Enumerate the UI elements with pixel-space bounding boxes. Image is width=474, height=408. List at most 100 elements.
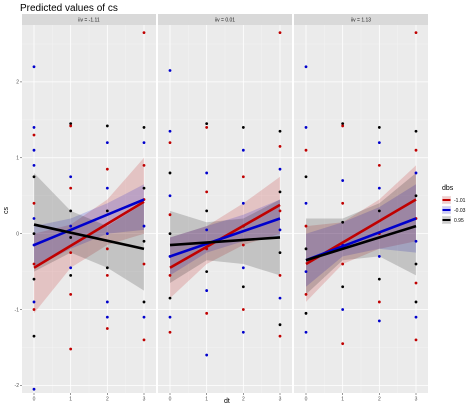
data-point xyxy=(341,201,345,205)
data-point xyxy=(304,65,308,69)
data-point xyxy=(32,175,36,179)
data-point xyxy=(105,209,109,213)
data-point xyxy=(142,141,146,145)
data-point xyxy=(414,239,418,243)
data-point xyxy=(32,308,36,311)
data-point xyxy=(105,273,109,277)
data-point xyxy=(414,129,418,133)
x-tick-label: 2 xyxy=(106,397,109,403)
data-point xyxy=(414,281,418,285)
series-line xyxy=(33,223,145,251)
data-point xyxy=(32,201,36,205)
data-point xyxy=(341,122,345,126)
data-point xyxy=(105,327,109,330)
x-tick-label: 0 xyxy=(33,397,36,403)
data-point xyxy=(69,175,73,179)
data-point xyxy=(69,124,73,128)
data-point xyxy=(168,171,172,175)
data-point xyxy=(278,190,282,194)
data-point xyxy=(304,224,308,228)
data-point xyxy=(241,126,245,129)
y-axis-title: cs xyxy=(3,207,10,215)
data-point xyxy=(304,311,308,315)
series-line xyxy=(33,198,145,247)
series-line xyxy=(169,236,281,247)
data-point xyxy=(205,353,209,357)
data-point xyxy=(241,175,245,179)
confidence-band xyxy=(306,173,416,295)
data-point xyxy=(69,292,73,296)
x-tick-label: 3 xyxy=(143,397,146,403)
data-point xyxy=(32,126,36,129)
data-point xyxy=(241,308,245,311)
x-tick-label: 0 xyxy=(169,397,172,403)
y-tick-label: 1 xyxy=(16,156,19,162)
data-point xyxy=(69,236,73,239)
data-point xyxy=(341,179,345,182)
x-tick-label: 1 xyxy=(341,397,344,403)
data-point xyxy=(105,232,109,236)
data-point xyxy=(32,300,36,304)
data-point xyxy=(205,190,209,194)
data-point xyxy=(278,31,282,34)
data-point xyxy=(205,171,209,175)
data-point xyxy=(414,262,418,266)
legend-label: -0.03 xyxy=(454,208,466,214)
data-point xyxy=(304,330,308,334)
confidence-band xyxy=(34,184,144,268)
data-point xyxy=(69,347,73,351)
data-point xyxy=(414,31,418,34)
x-tick-label: 1 xyxy=(69,397,72,403)
series-line xyxy=(305,224,417,262)
data-point xyxy=(278,145,282,148)
data-point xyxy=(377,319,381,323)
data-point xyxy=(377,186,381,190)
data-point xyxy=(69,266,73,270)
data-point xyxy=(168,296,172,300)
legend-title: dbs xyxy=(442,185,454,192)
x-tick-label: 3 xyxy=(415,397,418,403)
data-point xyxy=(32,163,36,167)
data-point xyxy=(205,270,209,273)
data-point xyxy=(142,315,146,319)
data-point xyxy=(278,228,282,232)
y-tick-label: 0 xyxy=(16,231,19,237)
data-point xyxy=(142,186,146,190)
data-point xyxy=(168,69,172,72)
y-tick-label: 2 xyxy=(16,80,19,86)
data-point xyxy=(304,148,308,152)
data-point xyxy=(414,171,418,175)
data-point xyxy=(105,186,109,190)
facet-strip-label: iiv = 0.01 xyxy=(215,18,235,24)
data-point xyxy=(142,239,146,243)
data-point xyxy=(69,224,73,228)
data-point xyxy=(105,141,109,145)
data-point xyxy=(32,277,36,281)
data-point xyxy=(241,201,245,205)
data-point xyxy=(32,334,36,338)
x-tick-label: 1 xyxy=(205,397,208,403)
data-point xyxy=(341,262,345,266)
data-point xyxy=(278,209,282,213)
facet-panels: iiv = -1.11 0 1 2 3 iiv = 0.01 0 1 2 3 iiv = 1.13 0… xyxy=(22,14,428,403)
y-axis: -2 -1 0 1 2 xyxy=(15,80,22,389)
data-point xyxy=(32,387,36,391)
legend-label: -1.01 xyxy=(454,198,466,204)
facet-panel: iiv = 1.13 0 1 2 3 xyxy=(294,14,428,403)
data-point xyxy=(278,251,282,255)
data-point xyxy=(168,213,172,217)
data-point xyxy=(105,124,109,128)
data-point xyxy=(414,194,418,198)
legend-label: 0.95 xyxy=(454,218,464,224)
data-point xyxy=(341,285,345,289)
data-point xyxy=(69,273,73,277)
data-point xyxy=(69,251,73,255)
facet-strip-label: iiv = 1.13 xyxy=(351,18,371,24)
x-tick-label: 0 xyxy=(305,397,308,403)
data-point xyxy=(142,126,146,129)
data-point xyxy=(341,308,345,311)
facet-strip xyxy=(22,14,156,25)
data-point xyxy=(241,148,245,152)
data-point xyxy=(377,277,381,281)
